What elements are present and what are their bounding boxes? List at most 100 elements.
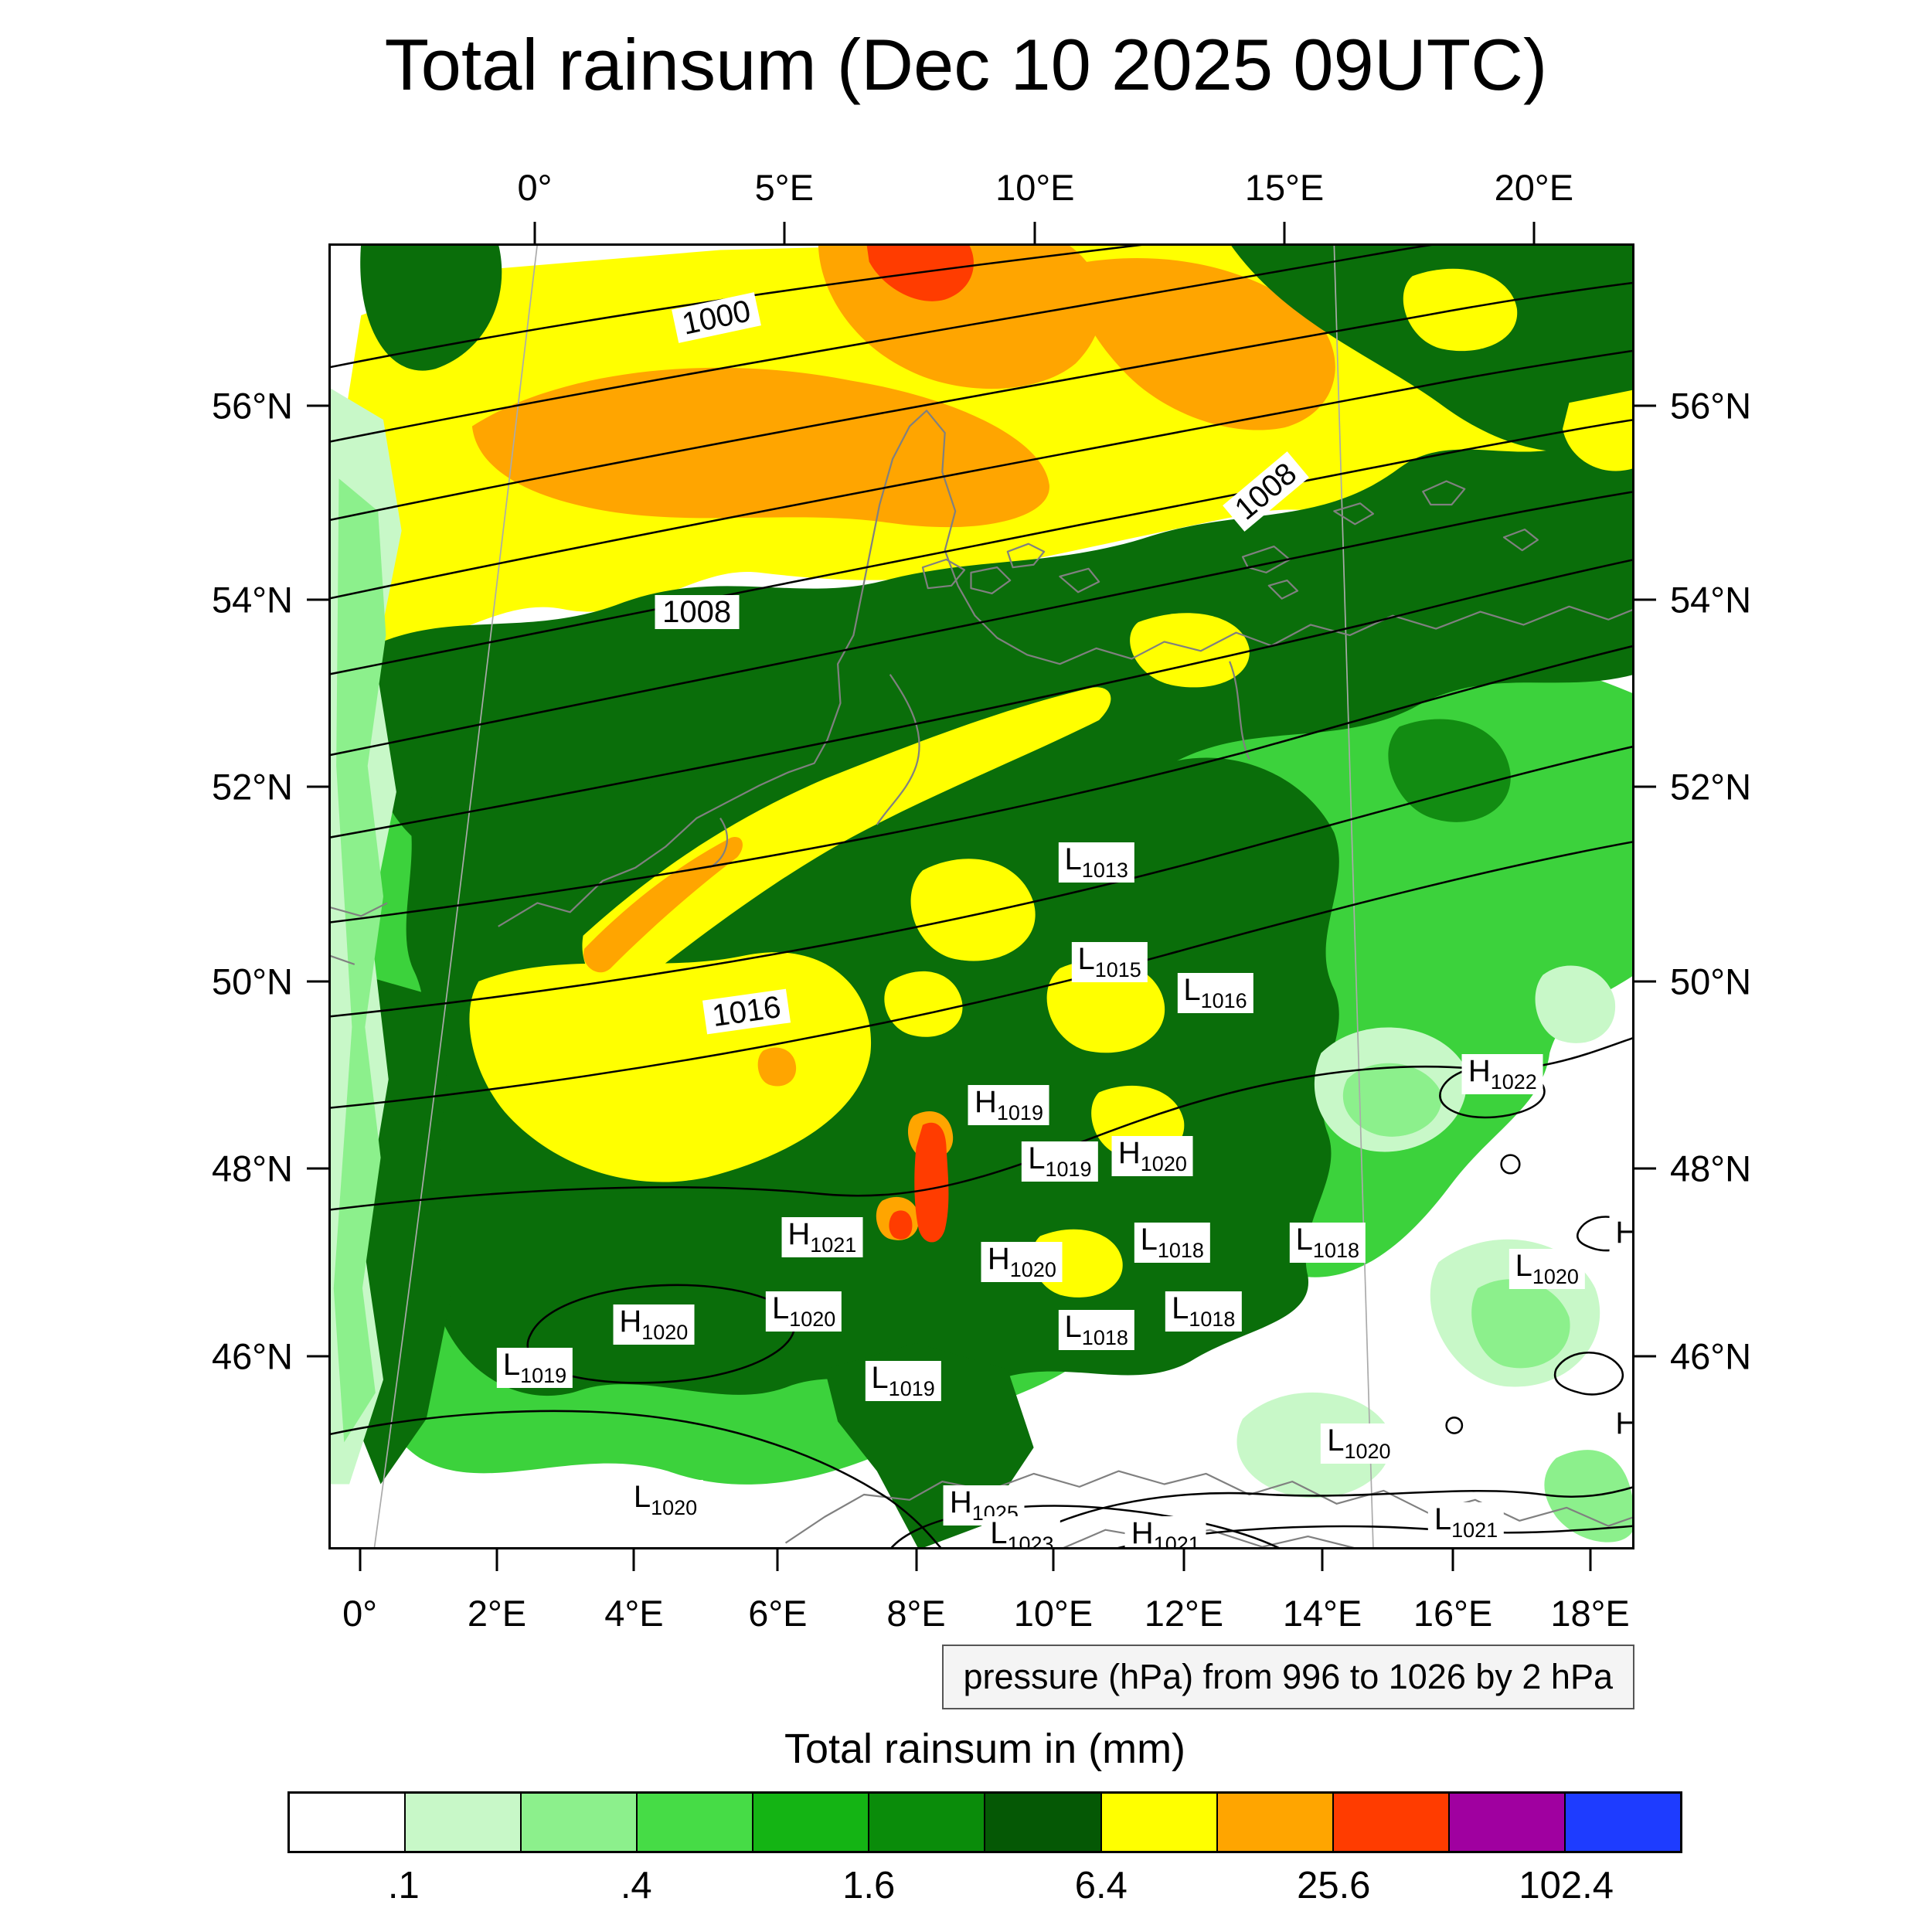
pressure-value: 1019 [520, 1364, 567, 1388]
pressure-marker-high: H1020 [1111, 1136, 1193, 1177]
pressure-letter: L [1515, 1248, 1532, 1283]
pressure-letter: L [1077, 941, 1095, 976]
pressure-letter: L [1064, 842, 1082, 877]
pressure-value: 1020 [1532, 1264, 1579, 1288]
pressure-marker-low: L1018 [1165, 1291, 1242, 1332]
axis-tick-bottom [495, 1549, 498, 1571]
pressure-value: 1018 [1189, 1308, 1236, 1332]
axis-tick-left [307, 404, 328, 407]
pressure-marker-low: L1016 [1177, 973, 1253, 1014]
pressure-marker-low: L1013 [1058, 842, 1134, 883]
axis-tick-bottom [776, 1549, 779, 1571]
axis-tick-label-bottom: 14°E [1282, 1593, 1362, 1634]
pressure-value: 1018 [1157, 1238, 1204, 1262]
colorbar-tick-label: 25.6 [1297, 1865, 1371, 1906]
pressure-marker-high: H1020 [981, 1242, 1063, 1283]
axis-tick-bottom [632, 1549, 635, 1571]
axis-tick-left [307, 980, 328, 983]
pressure-marker-low: L1018 [1289, 1222, 1366, 1263]
pressure-value: 1016 [1200, 989, 1247, 1013]
axis-tick-right [1634, 980, 1656, 983]
axis-tick-right [1634, 785, 1656, 788]
pressure-value: 1023 [1007, 1532, 1054, 1549]
axis-tick-label-right: 50°N [1670, 961, 1752, 1002]
axis-tick-label-right: 54°N [1670, 579, 1752, 621]
pressure-marker-low: L1019 [1022, 1141, 1098, 1182]
isobar-label: 1008 [655, 594, 740, 629]
pressure-value: 1020 [651, 1495, 698, 1519]
pressure-marker-low: L1023 [984, 1516, 1060, 1549]
pressure-marker-high: H [1609, 1216, 1634, 1257]
pressure-letter: L [1028, 1141, 1046, 1176]
pressure-letter: H [787, 1217, 811, 1252]
axis-tick-label-left: 50°N [211, 961, 293, 1002]
colorbar-title: Total rainsum in (mm) [784, 1726, 1186, 1772]
axis-tick-label-left: 48°N [211, 1148, 293, 1189]
axis-tick-bottom [1052, 1549, 1055, 1571]
pressure-value: 1020 [1344, 1440, 1391, 1464]
axis-tick-top [1033, 222, 1036, 243]
map-area: L1013 L1015 L1016 H1022 H1019 L1019 H1020 H1021… [328, 243, 1634, 1549]
pressure-marker-low: L1020 [1321, 1423, 1397, 1464]
axis-tick-label-top: 20°E [1494, 167, 1574, 208]
axis-tick-label-left: 54°N [211, 579, 293, 621]
colorbar-segment [1216, 1794, 1332, 1851]
colorbar-segment [1100, 1794, 1216, 1851]
axis-tick-label-bottom: 6°E [748, 1593, 808, 1634]
axis-tick-left [307, 785, 328, 788]
pressure-marker-low: L1019 [496, 1348, 573, 1389]
colorbar-tick-label: .4 [620, 1865, 652, 1906]
colorbar-segment [1563, 1794, 1680, 1851]
pressure-value: 1018 [1312, 1238, 1360, 1262]
pressure-marker-high: H [1609, 1406, 1634, 1447]
axis-tick-bottom [1589, 1549, 1592, 1571]
axis-tick-label-left: 56°N [211, 385, 293, 427]
colorbar-segment [636, 1794, 753, 1851]
pressure-letter: L [502, 1348, 521, 1383]
colorbar-segment [752, 1794, 869, 1851]
pressure-value: 1020 [1009, 1258, 1056, 1282]
pressure-letter: H [1468, 1053, 1491, 1088]
pressure-legend: pressure (hPa) from 996 to 1026 by 2 hPa [941, 1645, 1634, 1709]
pressure-letter: L [1172, 1291, 1189, 1326]
axis-tick-left [307, 1355, 328, 1358]
axis-tick-bottom [1451, 1549, 1454, 1571]
axis-tick-label-right: 52°N [1670, 766, 1752, 808]
pressure-value: 1019 [996, 1101, 1043, 1125]
colorbar-segment [1332, 1794, 1448, 1851]
axis-tick-label-top: 15°E [1244, 167, 1325, 208]
axis-tick-label-left: 52°N [211, 766, 293, 808]
axis-tick-label-top: 0° [517, 167, 553, 208]
pressure-marker-low: L1021 [1427, 1502, 1505, 1543]
axis-tick-label-bottom: 16°E [1413, 1593, 1493, 1634]
pressure-marker-low: L1020 [1509, 1248, 1585, 1289]
axis-tick-label-left: 46°N [211, 1335, 293, 1377]
colorbar-tick-label: 6.4 [1074, 1865, 1128, 1906]
pressure-marker-high: H1021 [1124, 1516, 1206, 1549]
colorbar-segment [1447, 1794, 1564, 1851]
pressure-value: 1020 [641, 1321, 689, 1345]
colorbar-labels: .1 .4 1.6 6.4 25.6 102.4 [287, 1864, 1682, 1918]
pressure-marker-low: L1020 [627, 1479, 704, 1520]
axis-tick-left [307, 598, 328, 601]
map-plot: L1013 L1015 L1016 H1022 H1019 L1019 H1020 H1021… [212, 167, 1751, 1634]
pressure-value: 1021 [1451, 1518, 1498, 1542]
axis-tick-label-bottom: 4°E [604, 1593, 664, 1634]
pressure-letter: H [1131, 1516, 1154, 1549]
pressure-letter: L [1295, 1222, 1313, 1257]
axis-tick-top [533, 222, 536, 243]
axis-tick-label-bottom: 2°E [467, 1593, 527, 1634]
axis-tick-top [1532, 222, 1536, 243]
axis-tick-bottom [915, 1549, 917, 1571]
axis-tick-left [307, 1167, 328, 1170]
pressure-letter: L [871, 1360, 889, 1395]
axis-tick-bottom [1321, 1549, 1324, 1571]
pressure-letter: H [619, 1304, 642, 1339]
pressure-value: 1019 [1045, 1158, 1092, 1182]
axis-tick-right [1634, 598, 1656, 601]
pressure-value: 1020 [789, 1308, 836, 1332]
pressure-letter: L [1140, 1222, 1158, 1257]
axis-tick-label-bottom: 18°E [1550, 1593, 1630, 1634]
colorbar-segment [520, 1794, 637, 1851]
